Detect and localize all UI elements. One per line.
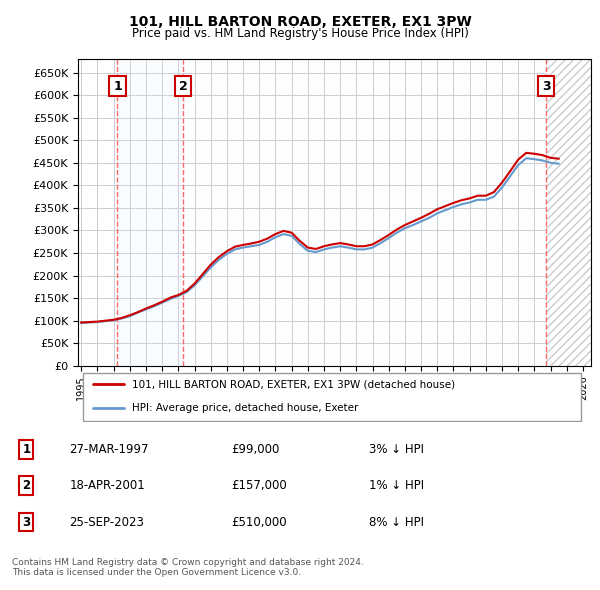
Text: 1: 1 xyxy=(113,80,122,93)
FancyBboxPatch shape xyxy=(83,373,581,421)
Text: 101, HILL BARTON ROAD, EXETER, EX1 3PW (detached house): 101, HILL BARTON ROAD, EXETER, EX1 3PW (… xyxy=(132,379,455,389)
Text: 3: 3 xyxy=(22,516,31,529)
Bar xyxy=(547,50,591,366)
Text: 1: 1 xyxy=(22,443,31,456)
Text: 25-SEP-2023: 25-SEP-2023 xyxy=(70,516,145,529)
Text: 2: 2 xyxy=(179,80,188,93)
Text: HPI: Average price, detached house, Exeter: HPI: Average price, detached house, Exet… xyxy=(132,403,358,413)
Text: Price paid vs. HM Land Registry's House Price Index (HPI): Price paid vs. HM Land Registry's House … xyxy=(131,27,469,40)
Text: £99,000: £99,000 xyxy=(231,443,279,456)
Bar xyxy=(547,59,591,366)
Bar xyxy=(183,59,546,366)
Text: 2: 2 xyxy=(22,480,31,493)
Text: 101, HILL BARTON ROAD, EXETER, EX1 3PW: 101, HILL BARTON ROAD, EXETER, EX1 3PW xyxy=(128,15,472,29)
Text: 18-APR-2001: 18-APR-2001 xyxy=(70,480,145,493)
Text: £157,000: £157,000 xyxy=(231,480,287,493)
Text: 3: 3 xyxy=(542,80,551,93)
Text: 8% ↓ HPI: 8% ↓ HPI xyxy=(369,516,424,529)
Bar xyxy=(118,59,183,366)
Text: 1% ↓ HPI: 1% ↓ HPI xyxy=(369,480,424,493)
Text: Contains HM Land Registry data © Crown copyright and database right 2024.
This d: Contains HM Land Registry data © Crown c… xyxy=(12,558,364,577)
Text: £510,000: £510,000 xyxy=(231,516,287,529)
Text: 27-MAR-1997: 27-MAR-1997 xyxy=(70,443,149,456)
Text: 3% ↓ HPI: 3% ↓ HPI xyxy=(369,443,424,456)
